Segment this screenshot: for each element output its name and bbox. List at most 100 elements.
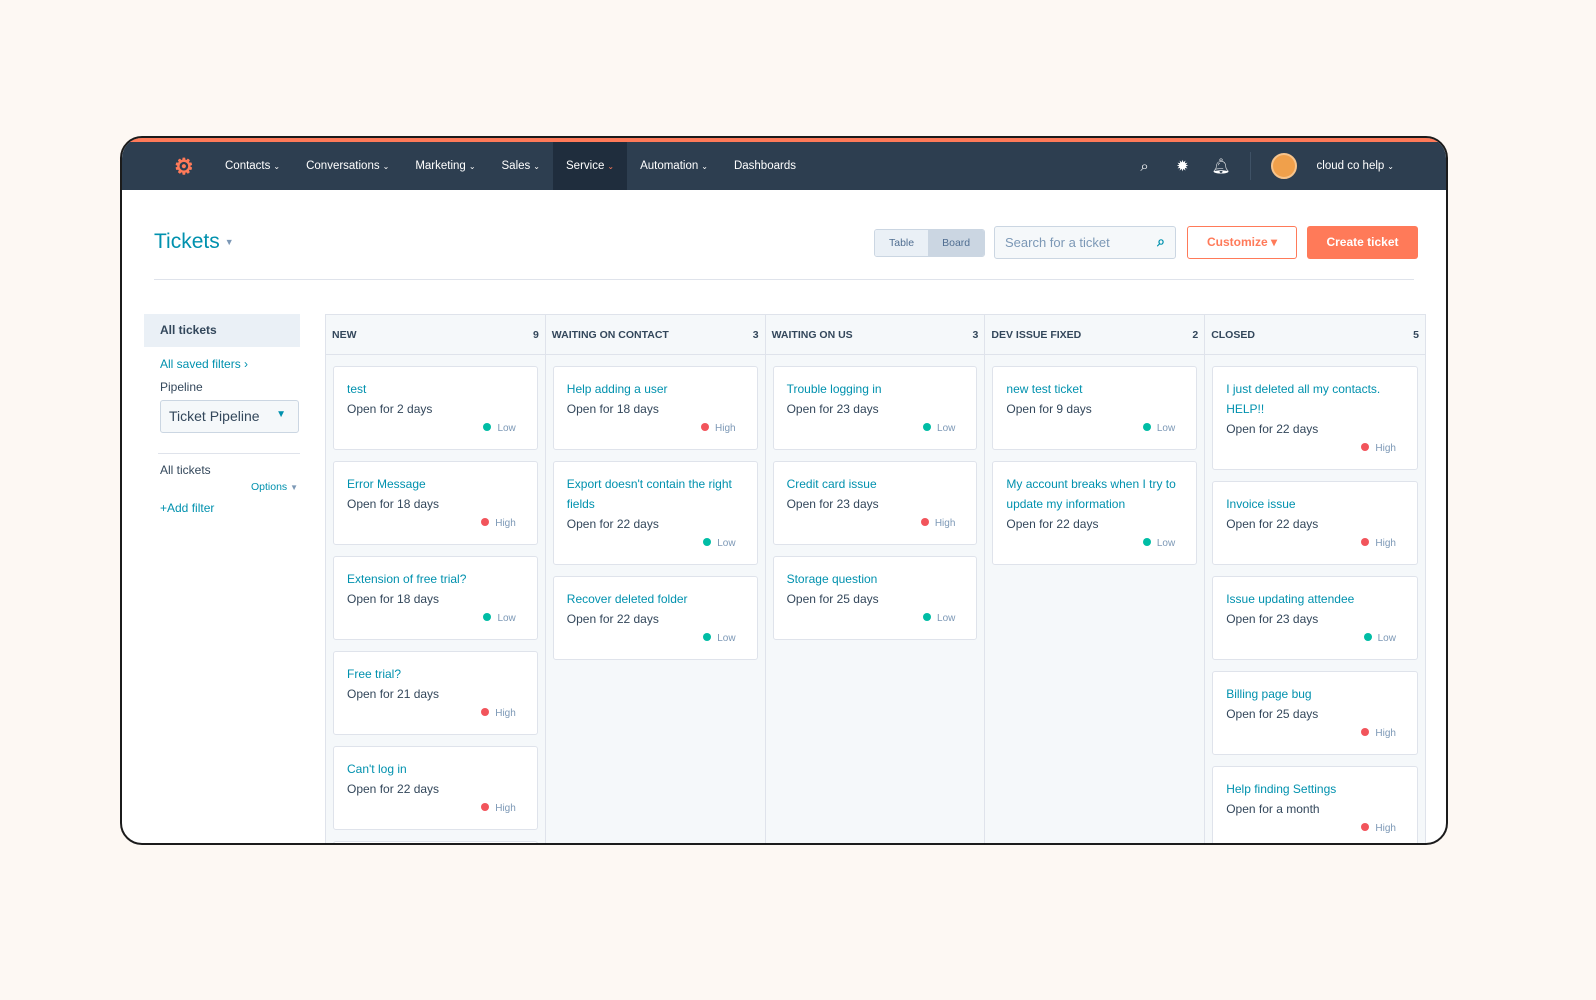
ticket-title[interactable]: Export doesn't contain the right fields <box>566 477 732 511</box>
priority-label: High <box>715 423 736 434</box>
priority-badge: Low <box>347 609 524 629</box>
column-count: 9 <box>532 328 539 341</box>
ticket-card[interactable]: Export doesn't contain the right fields O… <box>552 461 758 565</box>
page-title[interactable]: Tickets ▼ <box>154 230 234 254</box>
column-count: 3 <box>972 328 979 341</box>
column-header: WAITING ON CONTACT 3 <box>545 315 765 355</box>
nav-item-dashboards[interactable]: Dashboards <box>721 142 809 190</box>
chevron-down-icon: ⌄ <box>533 161 540 171</box>
hubspot-logo-icon[interactable]: ⚙ <box>174 154 194 179</box>
ticket-title[interactable]: Can't log in <box>347 762 407 776</box>
priority-badge: High <box>1226 724 1404 744</box>
priority-badge: Low <box>347 419 524 439</box>
priority-dot-icon <box>1363 633 1372 641</box>
ticket-age: Open for 2 days <box>347 402 433 416</box>
priority-badge: Low <box>787 419 964 439</box>
ticket-title[interactable]: Invoice issue <box>1226 497 1296 511</box>
ticket-title[interactable]: new test ticket <box>1006 382 1083 396</box>
search-input[interactable]: Search for a ticket ⌕ <box>994 226 1176 259</box>
ticket-card[interactable]: Free trial? Open for 21 days High <box>333 651 538 735</box>
options-dropdown[interactable]: Options ▼ <box>250 481 298 493</box>
nav-item-contacts[interactable]: Contacts ⌄ <box>212 142 293 190</box>
ticket-card[interactable]: Credit card issue Open for 23 days High <box>772 461 978 545</box>
ticket-card[interactable]: Error Message Open for 18 days High <box>333 461 538 545</box>
pipeline-select[interactable]: Ticket Pipeline ▼ <box>160 400 299 433</box>
ticket-card[interactable]: Help adding a user Open for 18 days High <box>552 366 758 450</box>
priority-badge: High <box>347 514 524 534</box>
top-nav: ⚙ Contacts ⌄ Conversations ⌄ Marketing ⌄ Sales… <box>122 138 1446 190</box>
divider <box>158 453 300 454</box>
priority-badge: High <box>347 799 524 819</box>
priority-label: Low <box>1377 633 1396 644</box>
ticket-title[interactable]: Help adding a user <box>566 382 668 396</box>
ticket-card[interactable]: Trouble logging in Open for 23 days Low <box>772 366 978 450</box>
table-view-button[interactable]: Table <box>875 230 929 256</box>
ticket-title[interactable]: I just deleted all my contacts. HELP!! <box>1226 382 1381 416</box>
create-ticket-button[interactable]: Create ticket <box>1307 226 1418 259</box>
ticket-card[interactable] <box>333 841 538 843</box>
ticket-age: Open for 9 days <box>1006 402 1092 416</box>
ticket-card[interactable]: Can't log in Open for 22 days High <box>333 746 538 830</box>
search-icon[interactable]: ⌕ <box>1140 157 1149 175</box>
ticket-title[interactable]: Billing page bug <box>1226 687 1312 701</box>
priority-badge: Low <box>1006 419 1183 439</box>
ticket-age: Open for 21 days <box>347 687 440 701</box>
ticket-age: Open for 22 days <box>347 782 440 796</box>
saved-filters-link[interactable]: All saved filters › <box>160 357 249 371</box>
column-name: WAITING ON CONTACT <box>551 328 669 341</box>
ticket-board: NEW 9 test Open for 2 days Low Error Message O… <box>325 314 1426 843</box>
ticket-card[interactable]: Recover deleted folder Open for 22 days Lo… <box>552 576 758 660</box>
chevron-down-icon: ⌄ <box>607 161 615 171</box>
ticket-card[interactable]: Extension of free trial? Open for 18 days… <box>333 556 538 640</box>
ticket-card[interactable]: Storage question Open for 25 days Low <box>772 556 978 640</box>
chevron-down-icon: ⌄ <box>468 161 476 171</box>
avatar[interactable] <box>1270 153 1297 179</box>
ticket-title[interactable]: Storage question <box>786 572 878 586</box>
nav-label: Conversations <box>306 160 380 172</box>
nav-label: Automation <box>640 160 699 172</box>
customize-button[interactable]: Customize ▾ <box>1187 226 1297 259</box>
gear-icon[interactable]: ✹ <box>1176 158 1189 175</box>
ticket-title[interactable]: Trouble logging in <box>786 382 882 396</box>
ticket-title[interactable]: Error Message <box>347 477 426 491</box>
priority-label: High <box>1375 823 1396 834</box>
ticket-title[interactable]: Credit card issue <box>786 477 877 491</box>
ticket-title[interactable]: Extension of free trial? <box>347 572 467 586</box>
nav-item-sales[interactable]: Sales ⌄ <box>489 142 553 190</box>
ticket-card[interactable]: I just deleted all my contacts. HELP!! Op… <box>1212 366 1418 470</box>
priority-label: High <box>495 803 516 814</box>
ticket-title[interactable]: Recover deleted folder <box>566 592 688 606</box>
ticket-title[interactable]: Free trial? <box>347 667 402 681</box>
ticket-card[interactable]: Issue updating attendee Open for 23 days L… <box>1212 576 1418 660</box>
priority-label: Low <box>937 613 956 624</box>
nav-item-service[interactable]: Service ⌄ <box>553 142 628 190</box>
nav-item-marketing[interactable]: Marketing ⌄ <box>402 142 488 190</box>
priority-label: Low <box>717 538 736 549</box>
priority-badge: High <box>1226 439 1404 459</box>
ticket-title[interactable]: Help finding Settings <box>1226 782 1337 796</box>
nav-item-automation[interactable]: Automation ⌄ <box>627 142 721 190</box>
priority-dot-icon <box>1142 423 1151 431</box>
ticket-card[interactable]: My account breaks when I try to update m… <box>992 461 1198 565</box>
page-header: Tickets ▼ Table Board Search for a ticket… <box>154 226 1418 280</box>
add-filter-link[interactable]: +Add filter <box>160 501 215 515</box>
ticket-card[interactable]: Help finding Settings Open for a month Hig… <box>1212 766 1418 843</box>
ticket-title[interactable]: Issue updating attendee <box>1226 592 1355 606</box>
priority-dot-icon <box>1361 728 1370 736</box>
search-icon[interactable]: ⌕ <box>1157 233 1165 249</box>
ticket-age: Open for 22 days <box>1006 517 1099 531</box>
ticket-card[interactable]: test Open for 2 days Low <box>333 366 538 450</box>
ticket-age: Open for 22 days <box>1226 517 1319 531</box>
ticket-card[interactable]: Invoice issue Open for 22 days High <box>1212 481 1418 565</box>
ticket-age: Open for 18 days <box>566 402 659 416</box>
all-tickets-view[interactable]: All tickets <box>144 314 300 347</box>
nav-item-conversations[interactable]: Conversations ⌄ <box>293 142 402 190</box>
pipeline-label: Pipeline <box>160 380 203 394</box>
bell-icon[interactable]: 🔔︎ <box>1211 158 1231 175</box>
ticket-card[interactable]: new test ticket Open for 9 days Low <box>992 366 1198 450</box>
ticket-title[interactable]: My account breaks when I try to update m… <box>1006 477 1176 511</box>
ticket-card[interactable]: Billing page bug Open for 25 days High <box>1212 671 1418 755</box>
ticket-title[interactable]: test <box>347 382 367 396</box>
user-menu[interactable]: cloud co help ⌄ <box>1316 160 1394 172</box>
board-view-button[interactable]: Board <box>928 230 985 256</box>
